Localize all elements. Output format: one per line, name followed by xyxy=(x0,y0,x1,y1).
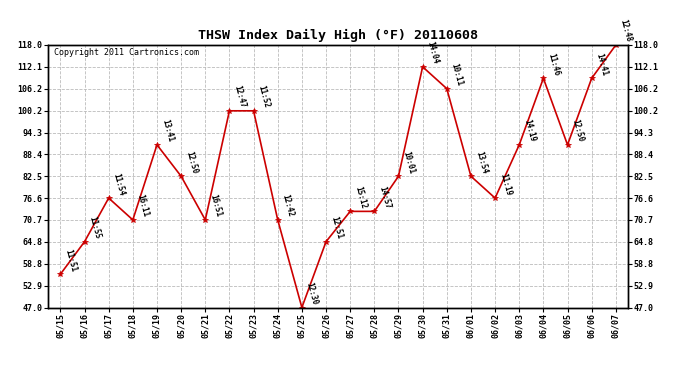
Text: 11:55: 11:55 xyxy=(88,215,102,240)
Text: 10:01: 10:01 xyxy=(402,150,416,174)
Text: 12:50: 12:50 xyxy=(184,150,199,174)
Text: 12:51: 12:51 xyxy=(329,215,344,240)
Text: 14:19: 14:19 xyxy=(522,118,537,143)
Text: 16:51: 16:51 xyxy=(208,194,223,218)
Text: 11:54: 11:54 xyxy=(112,172,126,196)
Text: 14:04: 14:04 xyxy=(426,40,440,65)
Text: Copyright 2011 Cartronics.com: Copyright 2011 Cartronics.com xyxy=(54,48,199,57)
Text: 12:47: 12:47 xyxy=(233,84,247,109)
Text: 13:41: 13:41 xyxy=(160,118,175,143)
Text: 16:11: 16:11 xyxy=(136,194,150,218)
Title: THSW Index Daily High (°F) 20110608: THSW Index Daily High (°F) 20110608 xyxy=(198,29,478,42)
Text: 13:54: 13:54 xyxy=(474,150,489,174)
Text: 15:12: 15:12 xyxy=(353,185,368,210)
Text: 12:50: 12:50 xyxy=(571,118,585,143)
Text: 10:11: 10:11 xyxy=(450,62,464,87)
Text: 14:57: 14:57 xyxy=(377,185,392,210)
Text: 12:30: 12:30 xyxy=(305,281,319,306)
Text: 11:46: 11:46 xyxy=(546,52,561,76)
Text: 11:52: 11:52 xyxy=(257,84,271,109)
Text: 14:41: 14:41 xyxy=(595,52,609,76)
Text: 11:51: 11:51 xyxy=(63,248,78,273)
Text: 12:42: 12:42 xyxy=(281,194,295,218)
Text: 11:19: 11:19 xyxy=(498,172,513,196)
Text: 12:48: 12:48 xyxy=(619,19,633,43)
